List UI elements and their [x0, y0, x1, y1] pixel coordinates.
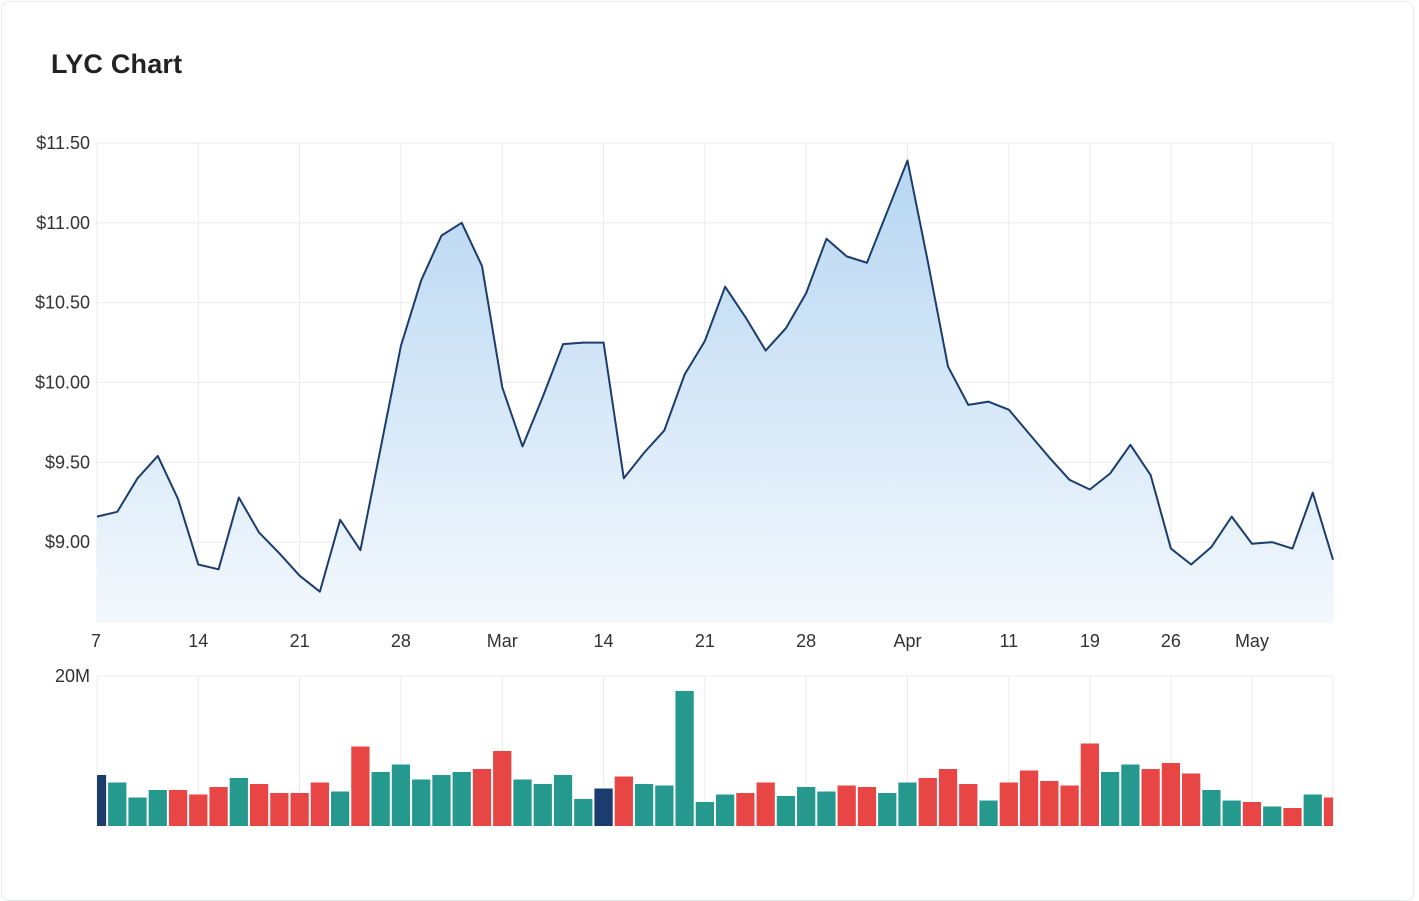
- volume-bar: [776, 796, 796, 826]
- price-x-tick-label: Apr: [893, 631, 921, 651]
- volume-bar: [716, 794, 735, 826]
- volume-bar: [1161, 763, 1181, 826]
- volume-bar: [938, 769, 958, 826]
- volume-bars: [97, 691, 1333, 826]
- price-y-axis: $9.00 $9.50 $10.00 $10.50 $11.00 $11.50: [35, 133, 90, 552]
- volume-bar: [574, 799, 593, 826]
- volume-bar: [1303, 794, 1322, 826]
- volume-bar: [999, 782, 1018, 826]
- volume-bar: [1100, 772, 1120, 826]
- volume-bar: [391, 764, 411, 826]
- volume-y-axis: 20M: [55, 666, 90, 686]
- volume-bar: [452, 772, 471, 826]
- price-area: [97, 160, 1333, 622]
- volume-bar: [513, 779, 532, 826]
- price-x-tick-label: May: [1235, 631, 1269, 651]
- price-x-axis: 7 14 21 28 Mar 14 21 28 Apr 11 19 26 May: [91, 631, 1269, 651]
- volume-bar: [1283, 808, 1302, 826]
- price-y-tick-label: $11.50: [36, 133, 90, 153]
- volume-bar: [148, 790, 167, 826]
- volume-bar: [1242, 802, 1262, 826]
- volume-bar: [1222, 800, 1241, 826]
- volume-bar: [493, 751, 512, 826]
- volume-bar: [797, 787, 816, 826]
- price-x-tick-label: 21: [695, 631, 715, 651]
- price-line: [96, 159, 1334, 593]
- volume-bar: [1040, 781, 1059, 826]
- volume-bar: [209, 787, 228, 826]
- volume-bar: [979, 800, 998, 826]
- volume-bar: [1121, 764, 1140, 826]
- volume-bar: [108, 782, 127, 826]
- volume-bar: [1323, 797, 1333, 826]
- price-y-tick-label: $9.00: [45, 532, 90, 552]
- volume-bar: [432, 775, 451, 826]
- volume-bar: [1060, 785, 1079, 826]
- volume-bar: [472, 769, 492, 826]
- volume-bar: [695, 802, 714, 826]
- volume-bar: [1019, 770, 1039, 826]
- volume-bar: [331, 791, 350, 826]
- chart-canvas: $9.00 $9.50 $10.00 $10.50 $11.00 $11.50 7 14 21…: [35, 133, 1334, 826]
- volume-bar: [97, 775, 107, 826]
- volume-bar: [1182, 773, 1201, 826]
- volume-bar: [959, 784, 978, 826]
- volume-bar: [128, 797, 147, 826]
- price-x-tick-label: 26: [1161, 631, 1181, 651]
- volume-bar: [310, 782, 330, 826]
- volume-bar: [655, 785, 674, 826]
- price-y-tick-label: $10.50: [35, 293, 90, 313]
- price-x-tick-label: 7: [91, 631, 101, 651]
- volume-bar: [918, 778, 937, 826]
- volume-bar: [229, 778, 248, 826]
- volume-bar: [594, 788, 613, 826]
- price-y-tick-label: $11.00: [36, 213, 90, 233]
- volume-bar: [270, 793, 289, 826]
- volume-bar: [857, 787, 877, 826]
- volume-bar: [168, 790, 188, 826]
- volume-bar: [675, 691, 694, 826]
- price-x-tick-label: 21: [290, 631, 310, 651]
- volume-bar: [249, 784, 269, 826]
- volume-bar: [817, 791, 836, 826]
- volume-bar: [1263, 806, 1282, 826]
- volume-bar: [553, 775, 573, 826]
- volume-bar: [614, 776, 633, 826]
- volume-bar: [878, 793, 897, 826]
- volume-bar: [371, 772, 390, 826]
- volume-bar: [412, 779, 431, 826]
- volume-bar: [736, 793, 755, 826]
- volume-bar: [189, 794, 208, 826]
- volume-bar: [837, 785, 856, 826]
- volume-bar: [756, 782, 775, 826]
- price-x-tick-label: 11: [999, 631, 1018, 651]
- price-x-tick-label: 14: [188, 631, 208, 651]
- volume-bar: [533, 784, 552, 826]
- volume-bar: [634, 784, 654, 826]
- volume-bar: [898, 782, 917, 826]
- volume-bar: [290, 793, 309, 826]
- price-x-tick-label: 28: [796, 631, 816, 651]
- chart-title: LYC Chart: [51, 49, 183, 79]
- volume-bar: [1141, 769, 1160, 826]
- volume-bar: [1202, 790, 1221, 826]
- volume-y-tick-label: 20M: [55, 666, 90, 686]
- price-x-tick-label: 28: [391, 631, 411, 651]
- price-x-tick-label: Mar: [487, 631, 518, 651]
- price-y-tick-label: $10.00: [35, 373, 90, 393]
- volume-bar: [351, 746, 370, 826]
- volume-bar: [1080, 743, 1099, 826]
- price-x-tick-label: 14: [594, 631, 614, 651]
- price-x-tick-label: 19: [1080, 631, 1100, 651]
- price-y-tick-label: $9.50: [45, 452, 90, 472]
